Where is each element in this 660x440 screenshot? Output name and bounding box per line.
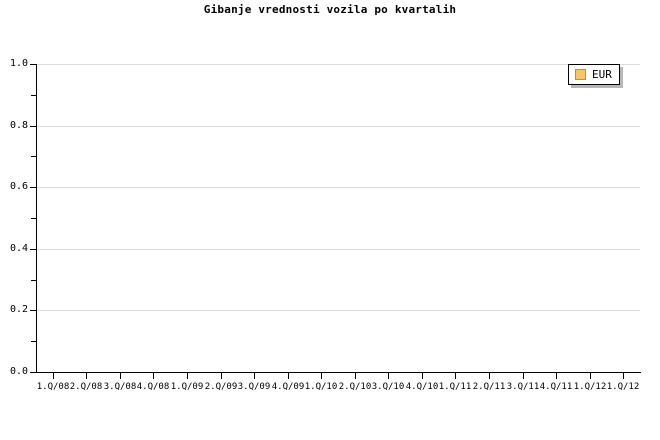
x-axis-tick <box>288 373 289 379</box>
x-axis-label: 4.Q/08 <box>136 382 170 392</box>
legend-label-eur: EUR <box>592 68 612 81</box>
x-axis-line <box>36 372 641 373</box>
x-axis-tick <box>556 373 557 379</box>
x-axis-label: 3.Q/11 <box>506 382 540 392</box>
y-axis-tick-minor <box>31 218 36 219</box>
x-axis-label: 1.Q/10 <box>304 382 338 392</box>
x-axis-label: 3.Q/08 <box>103 382 137 392</box>
x-axis-label: 3.Q/09 <box>237 382 271 392</box>
gridline <box>36 64 640 65</box>
y-axis-tick-major <box>30 187 36 188</box>
legend-swatch-eur <box>575 69 586 80</box>
x-axis-tick <box>187 373 188 379</box>
x-axis-label: 2.Q/10 <box>338 382 372 392</box>
x-axis-label: 1.Q/12 <box>606 382 640 392</box>
y-axis-tick-minor <box>31 156 36 157</box>
y-axis-line <box>36 64 37 373</box>
y-axis-tick-major <box>30 64 36 65</box>
gridline <box>36 125 640 127</box>
gridline <box>36 310 640 312</box>
x-axis-tick <box>355 373 356 379</box>
y-axis-label: 0.8 <box>9 120 28 131</box>
y-axis-tick-minor <box>31 95 36 96</box>
chart-title: Gibanje vrednosti vozila po kvartalih <box>203 3 457 16</box>
x-axis-tick <box>590 373 591 379</box>
x-axis-label: 4.Q/09 <box>271 382 305 392</box>
x-axis-label: 1.Q/11 <box>438 382 472 392</box>
x-axis-label: 1.Q/08 <box>36 382 70 392</box>
x-axis-tick <box>623 373 624 379</box>
x-axis-tick <box>422 373 423 379</box>
x-axis-tick <box>86 373 87 379</box>
x-axis-tick <box>455 373 456 379</box>
x-axis-label: 1.Q/09 <box>170 382 204 392</box>
y-axis-tick-major <box>30 249 36 250</box>
x-axis-tick <box>489 373 490 379</box>
x-axis-tick <box>388 373 389 379</box>
y-axis-tick-major <box>30 372 36 373</box>
y-axis-tick-minor <box>31 280 36 281</box>
y-axis-label: 1.0 <box>9 58 28 69</box>
plot-area <box>36 64 640 372</box>
y-axis-label: 0.2 <box>9 304 28 315</box>
y-axis-tick-major <box>30 310 36 311</box>
y-axis-tick-minor <box>31 341 36 342</box>
x-axis-tick <box>321 373 322 379</box>
x-axis-label: 1.Q/12 <box>573 382 607 392</box>
x-axis-label: 2.Q/08 <box>69 382 103 392</box>
x-axis-label: 4.Q/11 <box>539 382 573 392</box>
x-axis-label: 2.Q/11 <box>472 382 506 392</box>
y-axis-tick-major <box>30 126 36 127</box>
x-axis-tick <box>254 373 255 379</box>
gridline <box>36 248 640 250</box>
x-axis-label: 4.Q/10 <box>405 382 439 392</box>
x-axis-tick <box>120 373 121 379</box>
x-axis-label: 3.Q/10 <box>371 382 405 392</box>
gridline <box>36 187 640 189</box>
y-axis-label: 0.6 <box>9 181 28 192</box>
x-axis-tick <box>221 373 222 379</box>
x-axis-tick <box>523 373 524 379</box>
x-axis-tick <box>53 373 54 379</box>
x-axis-tick <box>153 373 154 379</box>
x-axis-label: 2.Q/09 <box>204 382 238 392</box>
y-axis-label: 0.4 <box>9 243 28 254</box>
y-axis-label: 0.0 <box>9 366 28 377</box>
chart-legend[interactable]: EUR <box>568 64 620 85</box>
